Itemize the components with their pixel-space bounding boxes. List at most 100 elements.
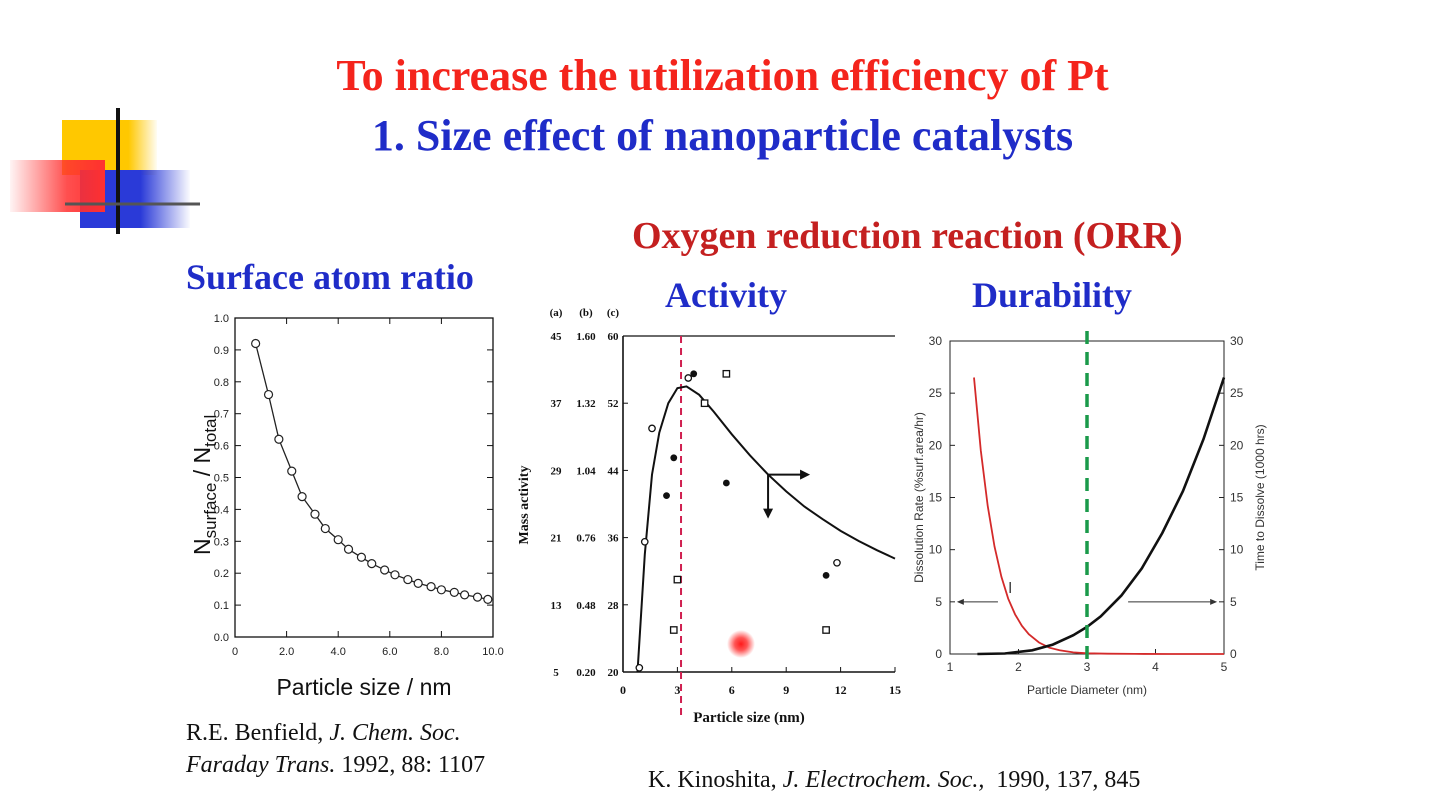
citation-benfield-line2: Faraday Trans. 1992, 88: 1107	[186, 752, 485, 779]
data-point	[251, 338, 261, 349]
x-tick-label: 3	[1084, 660, 1091, 674]
x-tick-label: 0	[232, 646, 238, 658]
filled-circle-point	[690, 370, 698, 378]
y-tick-label-right: 10	[1230, 543, 1244, 557]
dissolution-rate-curve	[973, 377, 1224, 655]
y-axis-label: Mass activity	[517, 466, 532, 545]
y-tick-label: 0.0	[214, 632, 229, 644]
data-point	[449, 587, 459, 597]
data-point	[413, 578, 423, 589]
data-point	[274, 434, 284, 444]
y-tick-label-left: 25	[929, 386, 943, 400]
decorative-squares-logo	[10, 108, 200, 234]
citation-journal: J. Electrochem. Soc.,	[782, 767, 985, 793]
data-point	[380, 565, 390, 575]
y-tick-label: 0.9	[214, 345, 229, 357]
axis-column-header: (c)	[607, 307, 620, 319]
y-tick-label: 0.7	[214, 409, 229, 421]
text-cursor-icon: I	[1008, 580, 1012, 597]
y-tick-label-b: 1.32	[576, 398, 596, 410]
orr-heading: Oxygen reduction reaction (ORR)	[632, 215, 1183, 257]
citation-journal: J. Chem. Soc.	[329, 720, 461, 746]
data-point	[426, 581, 436, 592]
x-axis-label: Particle size (nm)	[693, 710, 805, 726]
y-tick-label-a: 45	[551, 331, 563, 343]
y-axis-label-part: / N	[189, 447, 215, 483]
y-tick-label-b: 1.60	[576, 331, 596, 343]
filled-circle-point	[663, 492, 670, 499]
surface-atom-ratio-heading: Surface atom ratio	[186, 257, 474, 297]
x-tick-label: 6	[729, 683, 735, 697]
slide-title-line1: To increase the utilization efficiency o…	[336, 51, 1109, 100]
citation-kinoshita: K. Kinoshita, J. Electrochem. Soc., 1990…	[636, 740, 1140, 794]
y-tick-label: 0.2	[214, 568, 229, 580]
y-tick-label-c: 60	[608, 331, 620, 343]
y-tick-label-b: 0.20	[576, 667, 596, 679]
right-axis-arrow-head	[1210, 598, 1218, 605]
surface-atom-ratio-chart: 0 2.0 4.0 6.0 8.0 10.0 0.0 0.1 0.2 0.3 0.4 0.5 0.6 0.…	[189, 313, 504, 700]
y-tick-label-a: 29	[551, 465, 563, 477]
y-tick-label-a: 13	[551, 600, 563, 612]
arrow-right-head	[800, 469, 811, 480]
y-tick-label-left: 5	[935, 595, 942, 609]
y-tick-label-a: 21	[551, 533, 562, 545]
data-point	[333, 535, 343, 545]
y-tick-label-c: 28	[608, 600, 620, 612]
data-point	[263, 389, 274, 400]
slide-title-line2: 1. Size effect of nanoparticle catalysts	[371, 111, 1074, 160]
x-tick-label: 2	[1015, 660, 1022, 674]
x-axis-label: Particle size / nm	[276, 674, 451, 700]
y-tick-label-b: 1.04	[576, 465, 596, 477]
filled-circle-point	[670, 454, 678, 462]
x-tick-label: 4.0	[331, 646, 346, 658]
y-tick-label: 0.1	[214, 600, 229, 612]
citation-journal: Faraday Trans.	[186, 752, 336, 778]
y-tick-label-right: 30	[1230, 334, 1244, 348]
x-tick-label: 2.0	[279, 646, 294, 658]
open-circle-point	[684, 374, 693, 382]
open-square-point	[673, 575, 682, 584]
data-point	[460, 590, 470, 600]
y-tick-label-b: 0.48	[576, 600, 596, 612]
y-tick-label-left: 15	[929, 491, 943, 505]
y-tick-label-right: 20	[1230, 438, 1244, 452]
citation-author: R.E. Benfield,	[186, 720, 330, 746]
x-tick-label: 6.0	[382, 646, 397, 658]
open-circle-point	[635, 663, 644, 672]
y-tick-label: 0.3	[214, 536, 229, 548]
y-tick-label-right: 0	[1230, 647, 1237, 661]
x-tick-label: 15	[889, 683, 901, 697]
x-axis-label: Particle Diameter (nm)	[1027, 683, 1147, 697]
citation-author: K. Kinoshita,	[648, 767, 783, 793]
data-point	[472, 592, 483, 602]
citation-benfield-line1: R.E. Benfield, J. Chem. Soc.	[186, 720, 461, 747]
open-circle-point	[648, 424, 656, 433]
y-tick-label: 0.4	[214, 504, 229, 516]
open-square-point	[669, 626, 678, 634]
laser-pointer-dot	[727, 630, 755, 658]
y-tick-label-c: 52	[608, 398, 620, 410]
open-circle-point	[640, 537, 649, 546]
time-to-dissolve-curve	[977, 377, 1226, 656]
data-point	[367, 559, 377, 569]
y-axis-label-left: Dissolution Rate (%surf.area/hr)	[912, 412, 926, 583]
x-tick-label: 5	[1221, 660, 1228, 674]
arrow-down-head	[763, 508, 774, 519]
y-tick-label-c: 36	[608, 533, 620, 545]
data-point	[436, 585, 446, 595]
y-tick-label-left: 30	[929, 334, 943, 348]
open-square-point	[722, 369, 731, 378]
y-tick-label: 1.0	[214, 313, 229, 325]
y-axis-label-right: Time to Dissolve (1000 hrs)	[1253, 424, 1267, 570]
x-tick-label: 0	[620, 683, 626, 697]
open-circle-point	[833, 558, 841, 567]
axis-column-header: (b)	[579, 307, 593, 319]
y-axis-label-part: surface	[201, 483, 220, 539]
y-tick-label: 0.6	[214, 441, 229, 453]
y-tick-label-right: 15	[1230, 491, 1244, 505]
data-point	[297, 492, 307, 502]
filled-circle-point	[722, 479, 730, 487]
data-point	[320, 523, 330, 534]
activity-heading: Activity	[665, 275, 787, 315]
